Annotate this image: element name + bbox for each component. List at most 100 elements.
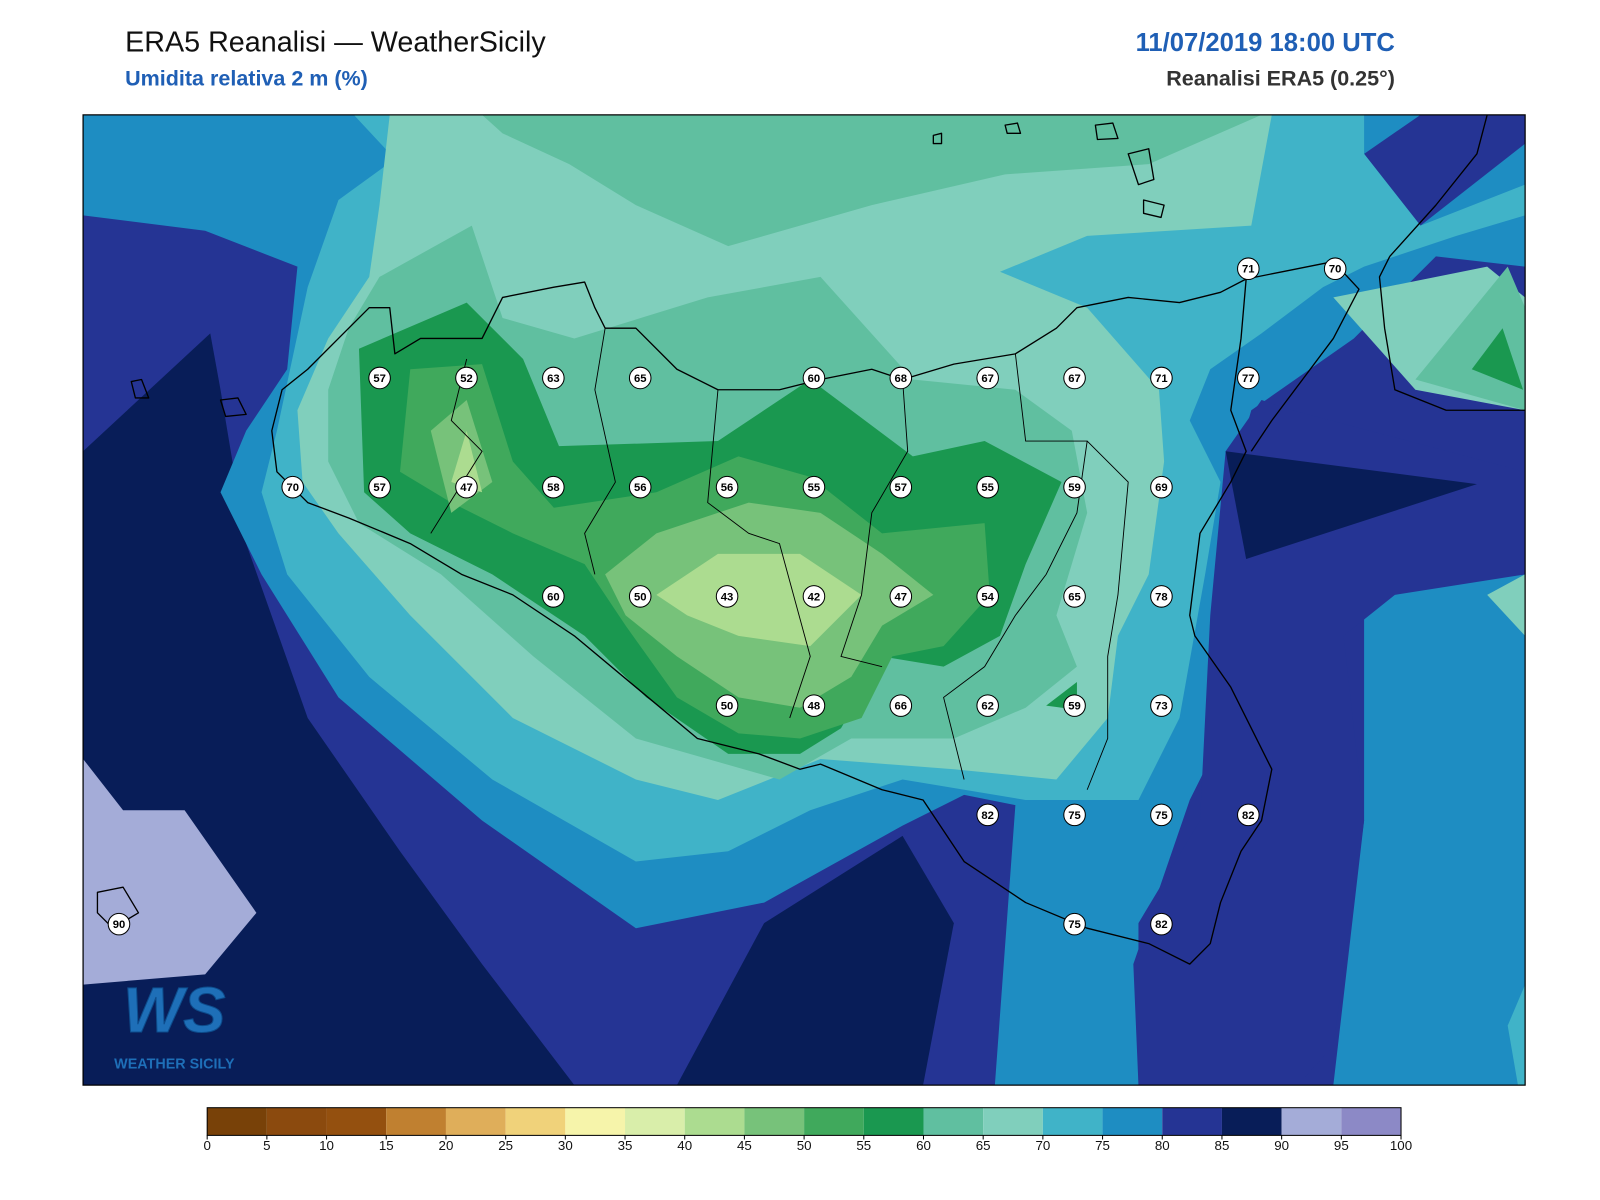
station-marker	[1237, 803, 1260, 827]
map-frame	[82, 114, 1526, 1086]
colorbar-tick-label: 45	[737, 1138, 752, 1153]
station-marker	[455, 366, 478, 390]
colorbar-swatch	[923, 1107, 984, 1136]
station-marker	[1150, 803, 1173, 827]
station-marker	[1150, 475, 1173, 499]
colorbar-swatch	[1042, 1107, 1103, 1136]
colorbar-swatch	[207, 1107, 267, 1136]
station-value: 43	[721, 591, 734, 603]
station-value: 58	[547, 482, 560, 494]
station-value: 63	[547, 373, 560, 385]
colorbar-tick-label: 85	[1215, 1138, 1230, 1153]
colorbar-tick-label: 35	[618, 1138, 633, 1153]
colorbar-swatch	[386, 1107, 446, 1136]
contour-fill	[1487, 574, 1526, 636]
station-marker	[1063, 585, 1086, 608]
station-marker	[976, 585, 999, 608]
station-marker	[802, 366, 826, 390]
station-marker	[1150, 585, 1173, 608]
logo-mark: WS	[123, 975, 225, 1046]
colorbar-tick-label: 5	[263, 1138, 270, 1153]
station-value: 82	[981, 810, 994, 822]
station-values: 71 70 57 52 63 65 60 68 67 67 71 77 70 57 47 58 56 56 55 57…	[107, 257, 1347, 936]
title: ERA5 Reanalisi — WeatherSicily	[125, 27, 546, 59]
station-value: 77	[1242, 373, 1255, 385]
colorbar-tick-label: 25	[498, 1138, 513, 1153]
station-value: 71	[1155, 373, 1168, 385]
colorbar-tick-label: 65	[976, 1138, 991, 1153]
station-value: 71	[1242, 264, 1255, 276]
station-value: 60	[808, 373, 821, 385]
station-marker	[715, 694, 739, 717]
station-marker	[1237, 366, 1260, 390]
logo-name: WEATHER SICILY	[114, 1056, 235, 1072]
colorbar-tick-label: 95	[1334, 1138, 1349, 1153]
station-marker	[889, 585, 913, 608]
contour-fill	[1225, 451, 1477, 559]
station-marker	[1063, 803, 1086, 827]
colorbar: 0 5 10 15 20 25 30 35 40 45 50 55 60 65 70 75 80 85 90 95 10…	[203, 1107, 1412, 1153]
station-marker	[976, 366, 999, 390]
station-marker	[542, 475, 565, 499]
colorbar-swatch	[1162, 1107, 1222, 1136]
station-marker	[1063, 912, 1086, 936]
station-value: 70	[1329, 264, 1342, 276]
station-value: 75	[1068, 810, 1081, 822]
coastline-calabria	[1246, 114, 1526, 452]
station-value: 66	[895, 701, 908, 713]
colorbar-tick-label: 30	[558, 1138, 573, 1153]
station-value: 55	[808, 482, 821, 494]
station-marker	[1150, 694, 1173, 717]
province-border	[430, 328, 1129, 790]
station-marker	[628, 475, 652, 499]
contour-fill	[1471, 328, 1524, 390]
contour-fill	[1364, 114, 1526, 226]
station-value: 59	[1068, 701, 1081, 713]
station-value: 60	[547, 591, 560, 603]
colorbar-swatch	[983, 1107, 1043, 1136]
station-value: 82	[1242, 810, 1255, 822]
source: Reanalisi ERA5 (0.25°)	[1166, 67, 1395, 91]
colorbar-swatch	[625, 1107, 685, 1136]
contour-fill	[482, 114, 1262, 247]
station-marker	[1063, 694, 1086, 717]
station-marker	[368, 475, 391, 499]
colorbar-tick-label: 75	[1095, 1138, 1110, 1153]
station-value: 57	[895, 482, 908, 494]
station-marker	[368, 366, 391, 390]
station-marker	[1150, 912, 1173, 936]
station-value: 75	[1155, 810, 1168, 822]
colorbar-swatch	[684, 1107, 745, 1136]
station-marker	[1063, 366, 1086, 390]
colorbar-swatch	[1281, 1107, 1342, 1136]
colorbar-swatch	[804, 1107, 864, 1136]
contour-fill	[1507, 984, 1526, 1086]
colorbar-tick-label: 60	[916, 1138, 931, 1153]
coastline	[271, 278, 1273, 965]
station-marker	[889, 475, 913, 499]
station-value: 57	[373, 482, 386, 494]
station-value: 67	[981, 373, 994, 385]
station-marker	[1323, 257, 1347, 280]
colorbar-swatch	[1102, 1107, 1163, 1136]
station-value: 52	[460, 373, 473, 385]
colorbar-swatch	[1221, 1107, 1282, 1136]
datetime: 11/07/2019 18:00 UTC	[1136, 29, 1395, 57]
colorbar-swatch	[1341, 1107, 1402, 1136]
colorbar-tick-label: 10	[319, 1138, 334, 1153]
island	[96, 122, 1165, 929]
station-value: 69	[1155, 482, 1168, 494]
colorbar-swatch	[326, 1107, 387, 1136]
station-value: 73	[1155, 701, 1168, 713]
station-marker	[455, 475, 478, 499]
station-marker	[976, 475, 999, 499]
station-marker	[976, 694, 999, 717]
station-marker	[889, 694, 913, 717]
colorbar-tick-label: 20	[439, 1138, 454, 1153]
station-marker	[542, 585, 565, 608]
station-marker	[628, 366, 652, 390]
colorbar-swatch	[565, 1107, 626, 1136]
station-marker	[715, 475, 739, 499]
